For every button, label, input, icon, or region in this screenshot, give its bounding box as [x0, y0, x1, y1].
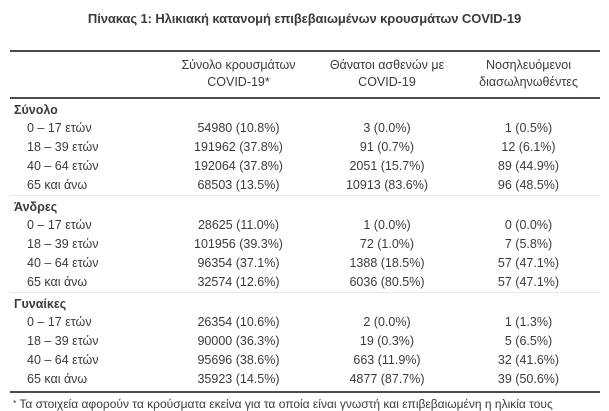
table-row: 65 και άνω 35923 (14.5%) 4877 (87.7%) 39 (5…: [10, 370, 600, 389]
intubated-cell: 32 (41.6%): [497, 353, 560, 367]
age-group-label: 40 – 64 ετών: [27, 353, 99, 367]
deaths-cell: 4877 (87.7%): [349, 372, 425, 386]
intubated-cell: 89 (44.9%): [497, 159, 560, 173]
age-group-label: 18 – 39 ετών: [27, 140, 99, 154]
table-row: 0 – 17 ετών 26354 (10.6%) 2 (0.0%) 1 (1.3%): [10, 313, 600, 332]
deaths-cell: 2 (0.0%): [363, 315, 411, 329]
table-row: 65 και άνω 32574 (12.6%) 6036 (80.5%) 57 (4…: [10, 273, 600, 292]
age-group-label: 0 – 17 ετών: [27, 315, 92, 329]
age-group-label: 18 – 39 ετών: [27, 334, 99, 348]
column-header-line: διασωληνωθέντες: [479, 75, 578, 89]
column-header-line: Σύνολο κρουσμάτων: [181, 58, 296, 72]
cases-cell: 28625 (11.0%): [197, 218, 280, 232]
column-header-empty: [10, 57, 160, 91]
age-group-label: 40 – 64 ετών: [27, 256, 99, 270]
cases-cell: 95696 (38.6%): [197, 353, 280, 367]
intubated-cell: 96 (48.5%): [497, 178, 560, 192]
table-body: Σύνολο 0 – 17 ετών 54980 (10.8%) 3 (0.0%) 1 …: [10, 99, 600, 389]
intubated-cell: 1 (0.5%): [504, 121, 553, 135]
table-row: 18 – 39 ετών 101956 (39.3%) 72 (1.0%) 7 (5.…: [10, 235, 600, 254]
cases-cell: 68503 (13.5%): [197, 178, 280, 192]
cases-cell: 192064 (37.8%): [194, 159, 283, 173]
column-header-line: Θάνατοι ασθενών με: [329, 58, 445, 72]
section-header: Άνδρες: [14, 200, 58, 214]
table-header-row: Σύνολο κρουσμάτων COVID-19* Θάνατοι ασθε…: [10, 50, 600, 99]
table-title: Πίνακας 1: Ηλικιακή κατανομή επιβεβαιωμέ…: [87, 11, 522, 26]
deaths-cell: 72 (1.0%): [359, 237, 415, 251]
table-row: 40 – 64 ετών 95696 (38.6%) 663 (11.9%) 32 (…: [10, 351, 600, 370]
cases-cell: 35923 (14.5%): [197, 372, 280, 386]
data-table: Σύνολο κρουσμάτων COVID-19* Θάνατοι ασθε…: [10, 50, 600, 411]
deaths-cell: 6036 (80.5%): [349, 275, 425, 289]
footnote-marker: *: [13, 398, 17, 408]
cases-cell: 26354 (10.6%): [197, 315, 280, 329]
cases-cell: 90000 (36.3%): [197, 334, 280, 348]
deaths-cell: 1388 (18.5%): [349, 256, 425, 270]
table-row: 18 – 39 ετών 90000 (36.3%) 19 (0.3%) 5 (6.5…: [10, 332, 600, 351]
age-group-label: 65 και άνω: [27, 372, 88, 386]
age-group-label: 18 – 39 ετών: [27, 237, 99, 251]
intubated-cell: 5 (6.5%): [504, 334, 553, 348]
cases-cell: 101956 (39.3%): [194, 237, 283, 251]
table-row: 40 – 64 ετών 192064 (37.8%) 2051 (15.7%) 89…: [10, 157, 600, 176]
footnote-text: Τα στοιχεία αφορούν τα κρούσματα εκείνα …: [19, 397, 553, 411]
cases-cell: 32574 (12.6%): [197, 275, 280, 289]
deaths-cell: 2051 (15.7%): [349, 159, 425, 173]
deaths-cell: 91 (0.7%): [359, 140, 415, 154]
section-header: Γυναίκες: [14, 297, 67, 311]
table-section: Σύνολο 0 – 17 ετών 54980 (10.8%) 3 (0.0%) 1 …: [10, 99, 600, 195]
deaths-cell: 19 (0.3%): [359, 334, 415, 348]
age-group-label: 65 και άνω: [27, 275, 88, 289]
age-group-label: 40 – 64 ετών: [27, 159, 99, 173]
table-section: Άνδρες 0 – 17 ετών 28625 (11.0%) 1 (0.0%) 0 …: [10, 195, 600, 292]
age-group-label: 0 – 17 ετών: [27, 121, 92, 135]
cases-cell: 54980 (10.8%): [197, 121, 280, 135]
intubated-cell: 1 (1.3%): [504, 315, 553, 329]
table-row: 18 – 39 ετών 191962 (37.8%) 91 (0.7%) 12 (6…: [10, 138, 600, 157]
intubated-cell: 12 (6.1%): [501, 140, 556, 154]
deaths-cell: 1 (0.0%): [363, 218, 411, 232]
intubated-cell: 0 (0.0%): [504, 218, 553, 232]
table-section: Γυναίκες 0 – 17 ετών 26354 (10.6%) 2 (0.0%)…: [10, 292, 600, 389]
column-header-cases: Σύνολο κρουσμάτων COVID-19*: [160, 57, 317, 91]
cases-cell: 191962 (37.8%): [194, 140, 283, 154]
table-row: 40 – 64 ετών 96354 (37.1%) 1388 (18.5%) 57 …: [10, 254, 600, 273]
footnote: * Τα στοιχεία αφορούν τα κρούσματα εκείνα…: [10, 391, 600, 411]
intubated-cell: 7 (5.8%): [504, 237, 553, 251]
section-header: Σύνολο: [14, 103, 58, 117]
table-row: 0 – 17 ετών 54980 (10.8%) 3 (0.0%) 1 (0.5%): [10, 119, 600, 138]
table-row: 65 και άνω 68503 (13.5%) 10913 (83.6%) 96 (…: [10, 176, 600, 195]
cases-cell: 96354 (37.1%): [197, 256, 280, 270]
column-header-line: COVID-19*: [207, 75, 270, 89]
column-header-deaths: Θάνατοι ασθενών με COVID-19: [317, 57, 457, 91]
deaths-cell: 3 (0.0%): [363, 121, 411, 135]
column-header-intubated: Νοσηλευόμενοι διασωληνωθέντες: [457, 57, 600, 91]
column-header-line: COVID-19: [358, 75, 416, 89]
intubated-cell: 57 (47.1%): [497, 256, 560, 270]
table-row: 0 – 17 ετών 28625 (11.0%) 1 (0.0%) 0 (0.0%): [10, 216, 600, 235]
intubated-cell: 57 (47.1%): [497, 275, 560, 289]
age-group-label: 0 – 17 ετών: [27, 218, 92, 232]
intubated-cell: 39 (50.6%): [497, 372, 560, 386]
deaths-cell: 10913 (83.6%): [345, 178, 428, 192]
age-group-label: 65 και άνω: [27, 178, 88, 192]
column-header-line: Νοσηλευόμενοι: [485, 58, 571, 72]
deaths-cell: 663 (11.9%): [353, 353, 421, 367]
